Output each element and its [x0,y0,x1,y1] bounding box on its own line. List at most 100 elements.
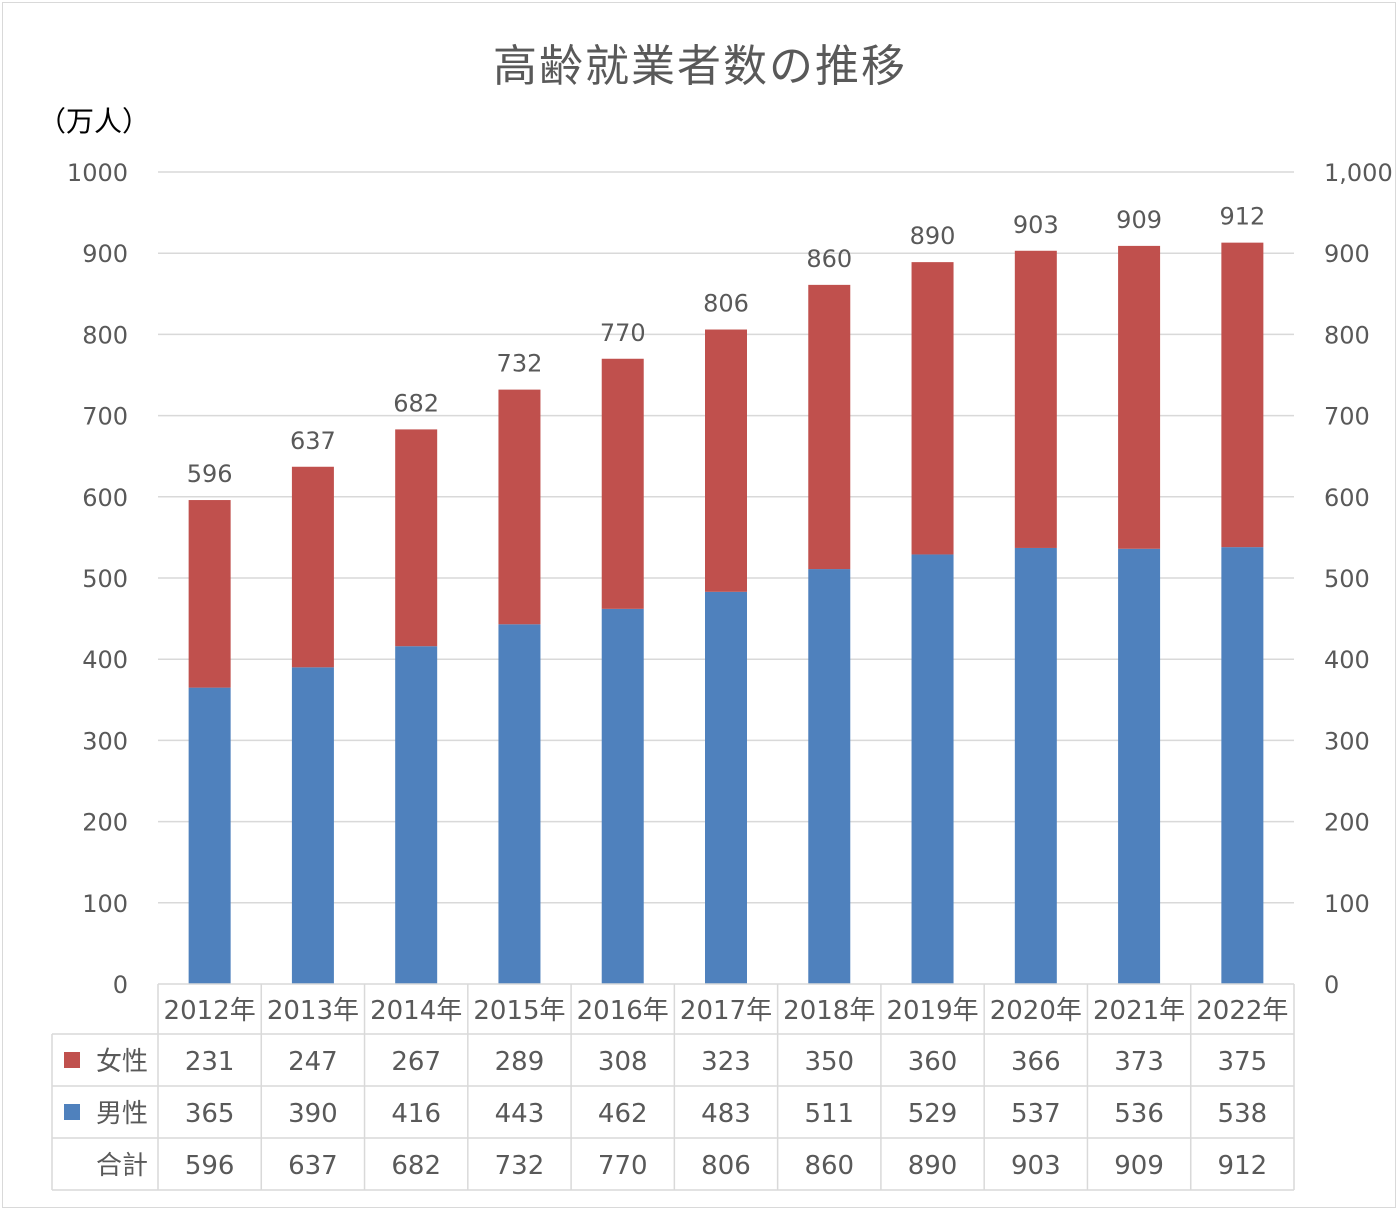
table-row-label: 女性 [96,1047,148,1077]
bar-male [911,554,954,984]
table-cell: 912 [1218,1151,1268,1181]
table-cell: 231 [185,1047,235,1077]
table-cell: 909 [1114,1151,1164,1181]
table-cell: 416 [391,1099,441,1129]
data-label-total: 890 [910,222,956,250]
x-category-label: 2020年 [990,996,1082,1026]
table-cell: 247 [288,1047,338,1077]
table-cell: 366 [1011,1047,1061,1077]
chart-title: 高齢就業者数の推移 [493,41,907,92]
data-label-total: 732 [497,350,543,378]
bar-female [1118,245,1161,549]
y-tick-left: 200 [82,809,128,837]
legend-key [64,1104,80,1120]
table-cell: 538 [1218,1099,1268,1129]
table-row-label: 男性 [96,1099,148,1129]
x-category-label: 2015年 [473,996,565,1026]
data-label-total: 909 [1116,206,1162,234]
y-tick-right: 1,000 [1324,159,1393,187]
bar-female [1221,242,1264,548]
table-cell: 903 [1011,1151,1061,1181]
table-cell: 529 [908,1099,958,1129]
bar-female [188,500,231,688]
table-cell: 390 [288,1099,338,1129]
x-category-label: 2017年 [680,996,772,1026]
x-category-label: 2014年 [370,996,462,1026]
y-tick-left: 400 [82,646,128,674]
data-label-total: 682 [393,389,439,417]
x-category-label: 2021年 [1093,996,1185,1026]
bar-male [1221,547,1264,984]
bar-female [808,284,851,570]
bar-male [1014,547,1057,984]
x-category-label: 2019年 [886,996,978,1026]
data-label-total: 637 [290,427,336,455]
table-cell: 323 [701,1047,751,1077]
y-tick-right: 600 [1324,484,1370,512]
data-label-total: 860 [806,245,852,273]
y-tick-left: 1000 [67,159,128,187]
bar-male [395,646,438,984]
x-category-label: 2018年 [783,996,875,1026]
table-cell: 732 [495,1151,545,1181]
y-tick-right: 700 [1324,403,1370,431]
x-category-label: 2012年 [164,996,256,1026]
y-tick-left: 700 [82,403,128,431]
bar-female [291,466,334,668]
y-tick-left: 900 [82,240,128,268]
x-category-label: 2013年 [267,996,359,1026]
y-tick-right: 400 [1324,646,1370,674]
bar-male [291,667,334,984]
data-label-total: 806 [703,290,749,318]
bar-male [808,569,851,984]
bar-female [911,262,954,555]
table-row-label: 合計 [96,1151,148,1181]
table-cell: 443 [495,1099,545,1129]
table-cell: 267 [391,1047,441,1077]
table-cell: 365 [185,1099,235,1129]
table-cell: 806 [701,1151,751,1181]
x-category-label: 2022年 [1196,996,1288,1026]
y-tick-right: 100 [1324,890,1370,918]
table-cell: 637 [288,1151,338,1181]
bar-female [498,389,541,625]
data-label-total: 903 [1013,211,1059,239]
bar-female [395,429,438,647]
y-tick-right: 500 [1324,565,1370,593]
table-cell: 770 [598,1151,648,1181]
data-label-total: 596 [187,460,233,488]
legend-key [64,1052,80,1068]
y-tick-right: 900 [1324,240,1370,268]
bar-female [705,329,747,592]
table-cell: 350 [804,1047,854,1077]
data-label-total: 912 [1219,203,1265,231]
table-cell: 483 [701,1099,751,1129]
table-cell: 682 [391,1151,441,1181]
table-cell: 375 [1218,1047,1268,1077]
y-tick-left: 0 [113,971,128,999]
table-cell: 462 [598,1099,648,1129]
table-cell: 308 [598,1047,648,1077]
y-tick-left: 300 [82,727,128,755]
y-tick-left: 500 [82,565,128,593]
bar-male [498,624,541,984]
table-cell: 860 [804,1151,854,1181]
y-tick-right: 0 [1324,971,1339,999]
x-category-label: 2016年 [577,996,669,1026]
bar-male [601,608,644,984]
table-cell: 373 [1114,1047,1164,1077]
table-cell: 536 [1114,1099,1164,1129]
bar-female [1014,250,1057,548]
table-cell: 537 [1011,1099,1061,1129]
table-cell: 511 [804,1099,854,1129]
bar-male [188,687,231,984]
bar-male [1118,548,1161,984]
table-cell: 596 [185,1151,235,1181]
y-tick-left: 600 [82,484,128,512]
bar-male [705,591,747,984]
y-tick-right: 300 [1324,727,1370,755]
y-tick-left: 100 [82,890,128,918]
bar-female [601,358,644,609]
table-cell: 890 [908,1151,958,1181]
